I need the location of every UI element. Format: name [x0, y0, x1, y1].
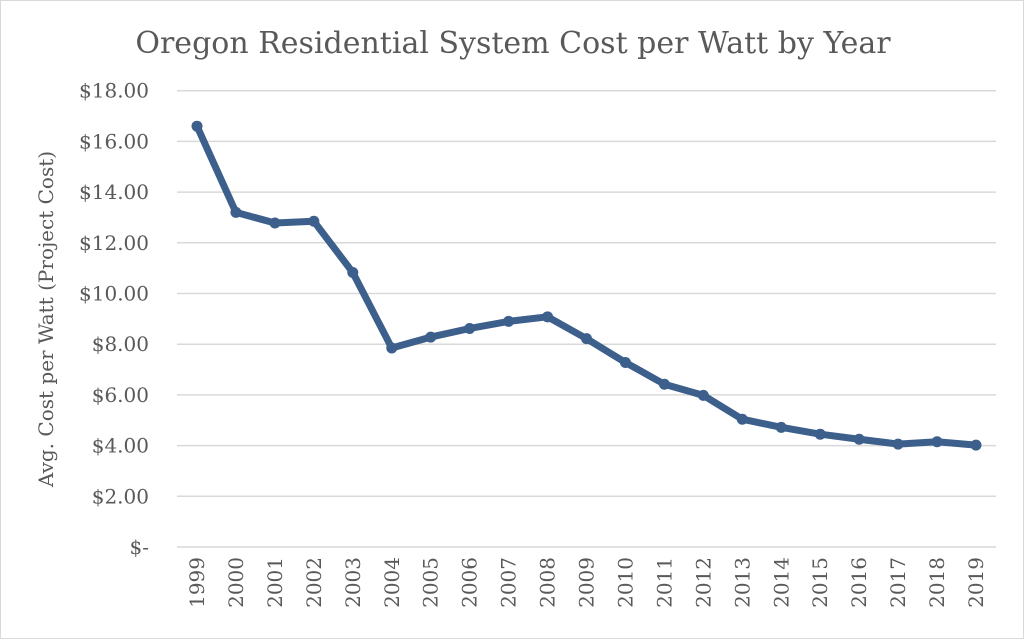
- y-tick-label: $8.00: [92, 332, 149, 356]
- x-tick-label: 2000: [224, 557, 248, 608]
- x-tick-label: 2004: [380, 557, 404, 608]
- x-tick-label: 2015: [808, 557, 832, 608]
- y-axis-label: Avg. Cost per Watt (Project Cost): [34, 151, 58, 488]
- y-tick-label: $12.00: [79, 231, 149, 255]
- y-tick-label: $6.00: [92, 383, 149, 407]
- data-point-2017: [892, 438, 904, 450]
- data-point-2008: [542, 311, 554, 323]
- data-point-2018: [931, 436, 943, 448]
- data-point-2002: [308, 215, 320, 227]
- x-tick-label: 2011: [652, 557, 676, 608]
- x-tick-label: 2016: [847, 557, 871, 608]
- y-tick-label: $16.00: [79, 129, 149, 153]
- data-point-2013: [736, 413, 748, 425]
- data-point-2015: [814, 428, 826, 440]
- y-tick-label: $10.00: [79, 282, 149, 306]
- data-point-2001: [269, 217, 281, 229]
- x-tick-label: 2013: [730, 557, 754, 608]
- x-tick-label: 2014: [769, 557, 793, 608]
- x-tick-label: 2012: [691, 557, 715, 608]
- x-tick-label: 2001: [263, 557, 287, 608]
- x-tick-label: 1999: [185, 557, 209, 608]
- x-tick-label: 2019: [964, 557, 988, 608]
- x-tick-label: 2018: [925, 557, 949, 608]
- data-point-2003: [347, 266, 359, 278]
- data-point-2007: [503, 315, 515, 327]
- x-tick-label: 2005: [419, 557, 443, 608]
- data-point-2004: [386, 342, 398, 354]
- chart-title: Oregon Residential System Cost per Watt …: [135, 26, 891, 61]
- data-point-2016: [853, 433, 865, 445]
- data-point-2014: [775, 421, 787, 433]
- x-tick-label: 2009: [575, 557, 599, 608]
- x-tick-label: 2006: [458, 557, 482, 608]
- data-point-2019: [970, 439, 982, 451]
- x-tick-label: 2002: [302, 557, 326, 608]
- x-tick-label: 2017: [886, 557, 910, 608]
- x-tick-label: 2007: [497, 557, 521, 608]
- data-point-2011: [658, 378, 670, 390]
- data-point-1999: [191, 120, 203, 132]
- data-point-2006: [464, 322, 476, 334]
- data-point-2010: [619, 356, 631, 368]
- y-tick-label: $18.00: [79, 79, 149, 103]
- series-line: [193, 122, 980, 449]
- x-tick-label: 2008: [536, 557, 560, 608]
- y-tick-label: $14.00: [79, 180, 149, 204]
- data-point-2005: [425, 331, 437, 343]
- data-point-2000: [230, 206, 242, 218]
- y-tick-label: $2.00: [92, 484, 149, 508]
- y-tick-label: $4.00: [92, 434, 149, 458]
- x-tick-label: 2003: [341, 557, 365, 608]
- data-point-2009: [581, 333, 592, 345]
- x-tick-label: 2010: [613, 557, 637, 608]
- data-point-2012: [697, 389, 709, 401]
- y-tick-label: $-: [130, 535, 149, 559]
